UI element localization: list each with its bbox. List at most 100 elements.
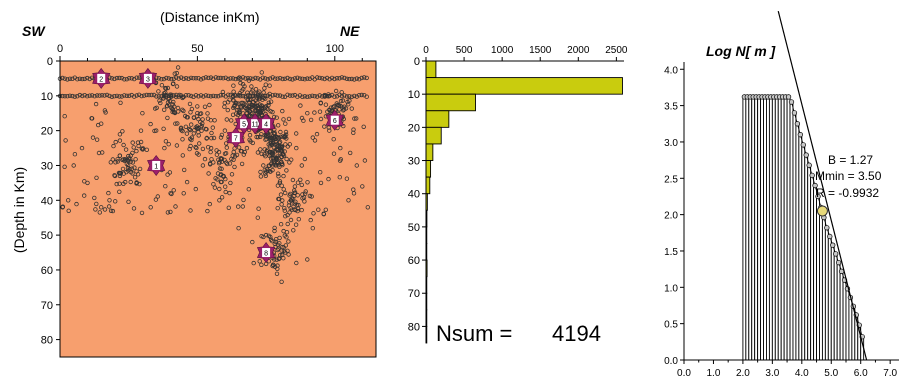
earthquake-marker <box>159 82 165 88</box>
earthquake-marker <box>277 164 282 169</box>
earthquake-marker <box>344 76 350 81</box>
earthquake-marker <box>246 186 251 192</box>
earthquake-marker <box>175 121 180 126</box>
earthquake-marker <box>265 133 271 138</box>
earthquake-marker <box>99 150 105 155</box>
earthquake-marker <box>263 171 268 176</box>
distance-tick-label: 50 <box>191 43 203 55</box>
earthquake-marker <box>362 158 368 163</box>
earthquake-marker <box>66 208 71 213</box>
depth-tick-label: 40 <box>41 195 53 207</box>
earthquake-marker <box>161 107 167 112</box>
distance-ticks: 0 50 100 <box>57 43 363 61</box>
earthquake-marker <box>141 93 147 98</box>
earthquake-marker <box>279 248 284 253</box>
earthquake-marker <box>164 75 169 81</box>
earthquake-marker <box>174 143 180 148</box>
earthquake-marker <box>72 94 77 99</box>
earthquake-marker <box>130 140 135 145</box>
earthquake-marker <box>165 85 171 91</box>
earthquake-marker <box>106 204 112 209</box>
earthquake-marker <box>215 177 220 182</box>
earthquake-marker <box>231 83 236 88</box>
earthquake-marker <box>302 76 307 82</box>
earthquake-marker <box>95 122 101 128</box>
earthquake-marker <box>140 110 145 116</box>
event-star-box <box>97 73 106 83</box>
earthquake-marker <box>169 191 174 197</box>
earthquake-marker <box>272 157 277 162</box>
earthquake-marker <box>236 110 242 116</box>
histogram-bar <box>425 110 450 128</box>
earthquake-marker <box>276 246 281 251</box>
earthquake-marker <box>286 239 291 244</box>
earthquake-marker <box>307 94 312 99</box>
earthquake-marker <box>241 152 246 157</box>
earthquake-marker <box>250 239 255 245</box>
earthquake-marker <box>173 204 178 209</box>
earthquake-marker <box>121 142 126 148</box>
earthquake-marker <box>74 201 79 207</box>
earthquake-marker <box>299 163 304 168</box>
earthquake-marker <box>161 126 166 131</box>
earthquake-marker <box>77 92 82 98</box>
earthquake-marker <box>323 207 328 212</box>
earthquake-marker <box>288 205 293 211</box>
earthquake-marker <box>62 113 67 119</box>
earthquake-marker <box>65 77 70 82</box>
earthquake-marker <box>110 157 115 162</box>
earthquake-marker <box>224 145 229 150</box>
earthquake-marker <box>134 180 139 185</box>
earthquake-marker <box>247 132 253 138</box>
earthquake-marker <box>180 153 185 158</box>
earthquake-marker <box>354 163 359 168</box>
earthquake-marker <box>287 93 293 98</box>
earthquake-marker <box>284 229 290 235</box>
earthquake-marker <box>317 75 322 81</box>
earthquake-marker <box>167 96 172 101</box>
earthquake-marker <box>281 117 286 122</box>
earthquake-marker <box>259 132 264 137</box>
earthquake-marker <box>226 205 231 210</box>
earthquake-marker <box>171 76 176 81</box>
earthquake-marker <box>122 179 128 185</box>
earthquake-marker <box>164 103 170 109</box>
earthquake-marker <box>354 76 359 81</box>
event-star-box <box>251 119 260 129</box>
log-n-tick-label: 0.0 <box>664 356 678 367</box>
earthquake-marker <box>286 116 292 122</box>
earthquake-marker <box>140 147 145 152</box>
earthquake-marker <box>273 236 279 242</box>
earthquake-marker <box>124 93 129 98</box>
count-tick-label: 1000 <box>491 45 514 56</box>
earthquake-marker <box>94 93 100 98</box>
earthquake-marker <box>318 100 323 105</box>
earthquake-marker <box>284 156 289 162</box>
earthquake-marker <box>94 137 100 142</box>
earthquake-marker <box>209 157 214 162</box>
earthquake-marker <box>123 147 129 152</box>
earthquake-marker <box>219 132 225 138</box>
magnitude-tick-label: 4.0 <box>795 368 809 379</box>
earthquake-marker <box>209 135 214 141</box>
event-star-box <box>262 248 271 258</box>
earthquake-marker <box>205 111 210 116</box>
earthquake-marker <box>290 77 295 82</box>
earthquake-marker <box>259 262 264 267</box>
earthquake-marker <box>70 76 75 81</box>
earthquake-marker <box>268 135 273 140</box>
histogram-depth-ticks: 0 10 20 30 40 50 60 70 80 <box>408 56 426 333</box>
earthquake-marker <box>84 93 90 99</box>
earthquake-marker <box>247 137 252 142</box>
earthquake-marker <box>337 158 343 163</box>
log-n-tick-label: 3.5 <box>664 102 678 113</box>
earthquake-marker <box>272 225 277 231</box>
earthquake-marker <box>137 166 143 172</box>
earthquake-marker <box>275 205 280 211</box>
earthquake-marker <box>194 145 199 151</box>
earthquake-marker <box>267 83 272 88</box>
earthquake-marker <box>152 128 157 134</box>
histogram-depth-tick-label: 80 <box>408 321 420 333</box>
earthquake-marker <box>290 177 296 183</box>
earthquake-marker <box>99 93 105 98</box>
